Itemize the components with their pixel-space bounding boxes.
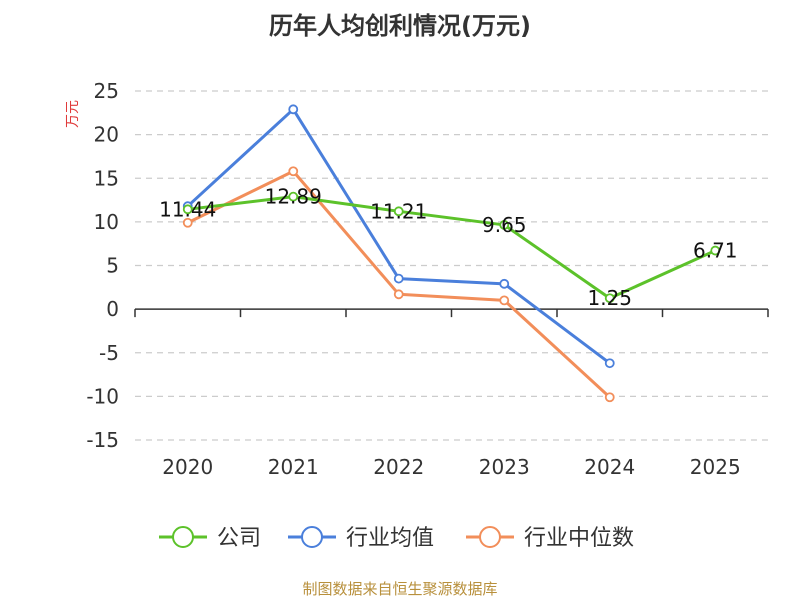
- y-tick-label: -10: [86, 384, 119, 408]
- x-tick-label: 2024: [584, 455, 635, 479]
- series-line-0: [187, 195, 716, 300]
- data-source-note: 制图数据来自恒生聚源数据库: [302, 580, 498, 598]
- legend-label: 行业均值: [346, 526, 434, 551]
- y-tick-label: 20: [94, 123, 119, 147]
- data-point: [499, 220, 510, 230]
- series-line-1: [186, 107, 611, 365]
- y-tick-label: 25: [94, 79, 119, 103]
- x-tick-label: 2020: [162, 455, 213, 479]
- data-point: [182, 217, 193, 228]
- data-label: 1.25: [587, 286, 632, 310]
- data-label: 12.89: [265, 185, 322, 209]
- legend-label: 行业中位数: [524, 526, 634, 551]
- y-tick-label: 5: [106, 254, 119, 278]
- y-tick-label: 0: [106, 297, 119, 321]
- data-point: [182, 204, 193, 215]
- data-point: [710, 245, 721, 256]
- data-label: 11.21: [370, 199, 427, 223]
- y-tick-label: -5: [99, 341, 119, 365]
- legend-marker: [479, 526, 501, 548]
- y-tick-label: -15: [86, 428, 119, 452]
- data-point: [604, 293, 615, 304]
- data-point: [499, 278, 510, 289]
- data-label: 11.44: [159, 197, 216, 221]
- data-point: [288, 104, 299, 115]
- data-point: [604, 358, 615, 369]
- legend-label: 公司: [217, 526, 261, 551]
- chart-title: 历年人均创利情况(万元): [269, 12, 531, 40]
- data-label: 9.65: [482, 213, 527, 237]
- x-tick-label: 2023: [479, 455, 530, 479]
- data-point: [288, 191, 299, 202]
- y-tick-label: 10: [94, 210, 119, 234]
- x-tick-label: 2021: [268, 455, 319, 479]
- data-point: [393, 273, 404, 284]
- data-label: 6.71: [693, 239, 738, 263]
- data-point: [393, 289, 404, 300]
- x-tick-label: 2025: [690, 455, 741, 479]
- x-tick-label: 2022: [373, 455, 424, 479]
- legend-marker: [172, 526, 194, 548]
- legend-marker: [301, 526, 323, 548]
- data-point: [499, 295, 510, 306]
- data-point: [604, 392, 615, 403]
- data-point: [288, 166, 299, 177]
- y-tick-label: 15: [94, 166, 119, 190]
- data-point: [393, 206, 404, 217]
